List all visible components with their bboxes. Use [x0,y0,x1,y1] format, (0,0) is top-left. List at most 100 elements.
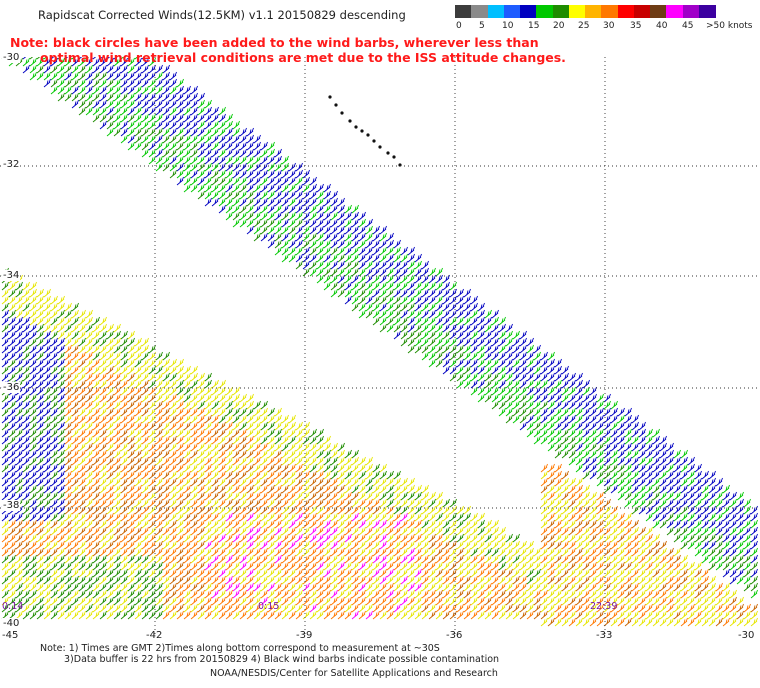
wind-barb [281,211,289,221]
wind-barb [162,351,170,361]
wind-barb [365,253,373,263]
wind-barb [50,421,58,431]
wind-barb [106,400,114,410]
wind-barb [274,603,282,613]
wind-barb [267,568,275,578]
wind-barb [526,589,534,599]
wind-barb [113,540,121,550]
wind-barb [561,526,569,536]
wind-barb [260,561,268,571]
wind-barb [596,414,604,424]
wind-barb [260,463,268,473]
wind-barb [204,575,212,585]
wind-barb [267,491,275,501]
wind-barb [169,540,177,550]
wind-barb [239,568,247,578]
wind-barb [400,337,408,347]
wind-barb [393,519,401,529]
wind-barb [120,540,128,550]
wind-barb [575,561,583,571]
wind-barb [519,589,527,599]
wind-barb [680,568,688,578]
wind-barb [85,407,93,417]
wind-barb [169,491,177,501]
wind-barb [337,253,345,263]
wind-barb [582,554,590,564]
wind-barb [708,540,716,550]
wind-barb [113,99,121,109]
wind-barb [50,533,58,543]
wind-barb [120,456,128,466]
wind-barb [155,148,163,158]
wind-barb [281,197,289,207]
wind-barb [694,547,702,557]
wind-barb [225,561,233,571]
wind-barb [407,288,415,298]
wind-barb [162,113,170,123]
wind-barb [71,386,79,396]
wind-barb [8,491,16,501]
wind-barb [225,582,233,592]
wind-barb [393,302,401,312]
wind-barb [22,295,30,305]
wind-barb [22,610,30,620]
wind-barb [162,519,170,529]
wind-barb [624,575,632,585]
wind-barb [351,232,359,242]
wind-barb [120,449,128,459]
wind-barb [239,526,247,536]
wind-barb [22,449,30,459]
wind-barb [309,568,317,578]
wind-barb [169,582,177,592]
wind-barb [302,239,310,249]
wind-barb [554,498,562,508]
wind-barb [421,260,429,270]
wind-barb [743,512,751,522]
wind-barb [106,99,114,109]
wind-barb [57,589,65,599]
wind-barb [575,484,583,494]
wind-barb [1,288,9,298]
wind-barb [218,603,226,613]
wind-barb [232,477,240,487]
wind-barb [680,505,688,515]
wind-barb [365,260,373,270]
wind-barb [365,267,373,277]
wind-barb [127,498,135,508]
wind-barb [169,554,177,564]
wind-barb [421,582,429,592]
wind-barb [596,400,604,410]
wind-barb [162,162,170,172]
wind-barb [729,533,737,543]
wind-barb [351,274,359,284]
wind-barb [134,393,142,403]
wind-barb [15,421,23,431]
wind-barb [379,568,387,578]
wind-barb [57,92,65,102]
wind-barb [64,463,72,473]
wind-barb [470,610,478,620]
wind-barb [169,421,177,431]
wind-barb [134,372,142,382]
wind-barb [8,281,16,291]
wind-barb [701,484,709,494]
wind-barb [71,57,79,67]
wind-barb [379,246,387,256]
wind-barb [610,533,618,543]
wind-barb [477,302,485,312]
wind-barb [64,456,72,466]
wind-barb [120,407,128,417]
wind-barb [309,470,317,480]
wind-barb [176,106,184,116]
wind-barb [309,435,317,445]
wind-barb [449,547,457,557]
wind-barb [512,379,520,389]
wind-barb [568,428,576,438]
wind-barb [582,379,590,389]
wind-barb [561,393,569,403]
wind-barb [365,309,373,319]
wind-barb [407,547,415,557]
wind-barb [463,561,471,571]
wind-barb [274,211,282,221]
wind-barb [316,512,324,522]
